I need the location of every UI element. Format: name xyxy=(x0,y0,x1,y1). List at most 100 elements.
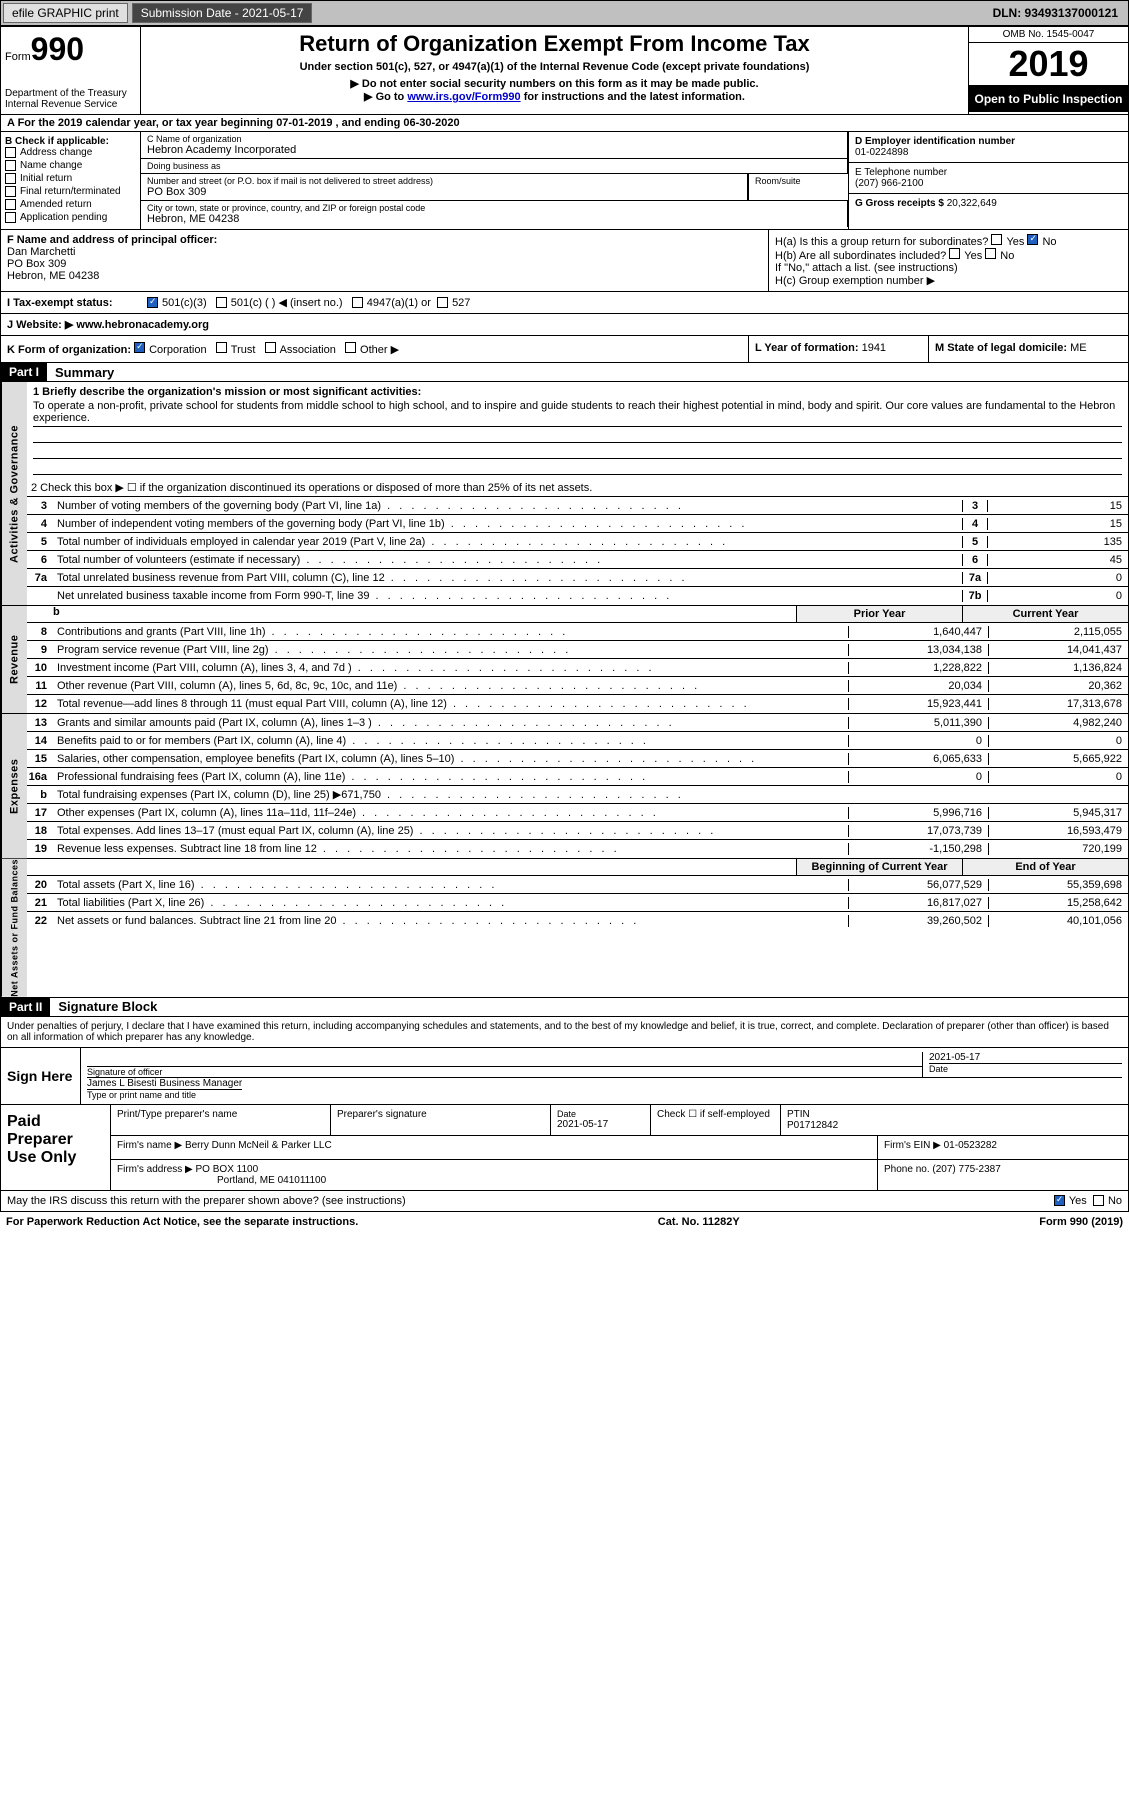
ein: 01-0224898 xyxy=(855,147,1122,158)
address-change-checkbox[interactable] xyxy=(5,147,16,158)
discuss-row: May the IRS discuss this return with the… xyxy=(0,1191,1129,1212)
table-row: 5Total number of individuals employed in… xyxy=(27,533,1128,551)
501c-checkbox[interactable] xyxy=(216,297,227,308)
prep-sig-label: Preparer's signature xyxy=(331,1105,551,1135)
corporation-checkbox[interactable] xyxy=(134,342,145,353)
officer-printed-name: James L Bisesti Business Manager xyxy=(87,1078,242,1089)
amended-return-checkbox[interactable] xyxy=(5,199,16,210)
city-label: City or town, state or province, country… xyxy=(147,203,841,213)
form-number: 990 xyxy=(31,31,84,67)
topbar: efile GRAPHIC print Submission Date - 20… xyxy=(0,0,1129,26)
table-row: 14Benefits paid to or for members (Part … xyxy=(27,732,1128,750)
sig-date: 2021-05-17 xyxy=(929,1052,1122,1063)
firm-name: Berry Dunn McNeil & Parker LLC xyxy=(185,1140,332,1151)
eoy-header: End of Year xyxy=(962,859,1128,875)
officer-printed-label: Type or print name and title xyxy=(87,1089,242,1100)
discuss-yes-checkbox[interactable] xyxy=(1054,1195,1065,1206)
form-label: Form xyxy=(5,51,31,63)
firm-name-label: Firm's name ▶ xyxy=(117,1140,182,1151)
application-pending-checkbox[interactable] xyxy=(5,212,16,223)
boy-header: Beginning of Current Year xyxy=(796,859,962,875)
sig-officer-label: Signature of officer xyxy=(87,1066,922,1077)
self-employed-check: Check ☐ if self-employed xyxy=(651,1105,781,1135)
revenue-section: Revenue b Prior Year Current Year 8Contr… xyxy=(0,606,1129,714)
org-name-label: C Name of organization xyxy=(147,134,841,144)
activities-governance-section: Activities & Governance 1 Briefly descri… xyxy=(0,382,1129,606)
submission-date: Submission Date - 2021-05-17 xyxy=(132,3,313,23)
org-name: Hebron Academy Incorporated xyxy=(147,144,841,156)
table-row: 10Investment income (Part VIII, column (… xyxy=(27,659,1128,677)
officer-label: F Name and address of principal officer: xyxy=(7,234,762,246)
firm-ein: 01-0523282 xyxy=(944,1140,997,1151)
ha-no-checkbox[interactable] xyxy=(1027,234,1038,245)
hb-note: If "No," attach a list. (see instruction… xyxy=(775,262,1122,274)
cat-number: Cat. No. 11282Y xyxy=(358,1216,1039,1228)
table-row: 4Number of independent voting members of… xyxy=(27,515,1128,533)
ssn-warning: ▶ Do not enter social security numbers o… xyxy=(145,77,964,90)
firm-ein-label: Firm's EIN ▶ xyxy=(884,1140,941,1151)
paid-preparer-label: Paid Preparer Use Only xyxy=(1,1105,111,1190)
4947-checkbox[interactable] xyxy=(352,297,363,308)
date-label: Date xyxy=(929,1063,1122,1074)
public-inspection: Open to Public Inspection xyxy=(969,86,1128,112)
officer-name: Dan Marchetti xyxy=(7,246,762,258)
officer-street: PO Box 309 xyxy=(7,258,762,270)
line-a: A For the 2019 calendar year, or tax yea… xyxy=(0,115,1129,132)
prep-name-label: Print/Type preparer's name xyxy=(111,1105,331,1135)
na-year-header: Beginning of Current Year End of Year xyxy=(27,859,1128,876)
trust-checkbox[interactable] xyxy=(216,342,227,353)
ha-label: H(a) Is this a group return for subordin… xyxy=(775,236,988,248)
527-checkbox[interactable] xyxy=(437,297,448,308)
table-row: 22Net assets or fund balances. Subtract … xyxy=(27,912,1128,930)
form-subtitle: Under section 501(c), 527, or 4947(a)(1)… xyxy=(145,61,964,73)
city: Hebron, ME 04238 xyxy=(147,213,841,225)
table-row: 8Contributions and grants (Part VIII, li… xyxy=(27,623,1128,641)
section-fh: F Name and address of principal officer:… xyxy=(0,230,1129,292)
discuss-text: May the IRS discuss this return with the… xyxy=(7,1195,1054,1207)
officer-city: Hebron, ME 04238 xyxy=(7,270,762,282)
expenses-section: Expenses 13Grants and similar amounts pa… xyxy=(0,714,1129,859)
gross-label: G Gross receipts $ xyxy=(855,198,944,209)
mission-blank3 xyxy=(33,459,1122,475)
final-return-checkbox[interactable] xyxy=(5,186,16,197)
association-checkbox[interactable] xyxy=(265,342,276,353)
firm-addr1: PO BOX 1100 xyxy=(196,1164,259,1175)
mission-blank2 xyxy=(33,443,1122,459)
gross-receipts: 20,322,649 xyxy=(947,198,997,209)
part1-title: Summary xyxy=(55,365,114,380)
tax-status-row: I Tax-exempt status: 501(c)(3) 501(c) ( … xyxy=(0,292,1129,314)
name-change-checkbox[interactable] xyxy=(5,160,16,171)
efile-print-button[interactable]: efile GRAPHIC print xyxy=(3,3,128,23)
initial-return-checkbox[interactable] xyxy=(5,173,16,184)
ha-yes-checkbox[interactable] xyxy=(991,234,1002,245)
501c3-checkbox[interactable] xyxy=(147,297,158,308)
table-row: 9Program service revenue (Part VIII, lin… xyxy=(27,641,1128,659)
b-label: B Check if applicable: xyxy=(5,136,136,147)
dba-label: Doing business as xyxy=(147,161,841,171)
i-label: I Tax-exempt status: xyxy=(7,297,147,309)
line1-label: 1 Briefly describe the organization's mi… xyxy=(33,386,1122,398)
klm-row: K Form of organization: Corporation Trus… xyxy=(0,336,1129,363)
omb-number: OMB No. 1545-0047 xyxy=(969,27,1128,43)
dln: DLN: 93493137000121 xyxy=(993,6,1126,20)
firm-addr-label: Firm's address ▶ xyxy=(117,1164,193,1175)
m-label: M State of legal domicile: xyxy=(935,342,1067,354)
phone: (207) 966-2100 xyxy=(855,178,1122,189)
part2-header-row: Part II Signature Block xyxy=(0,998,1129,1017)
table-row: 3Number of voting members of the governi… xyxy=(27,497,1128,515)
table-row: 13Grants and similar amounts paid (Part … xyxy=(27,714,1128,732)
irs-link[interactable]: www.irs.gov/Form990 xyxy=(407,91,520,103)
instructions-line: ▶ Go to www.irs.gov/Form990 for instruct… xyxy=(145,90,964,103)
k-label: K Form of organization: xyxy=(7,344,131,356)
table-row: Net unrelated business taxable income fr… xyxy=(27,587,1128,605)
footer-notice: For Paperwork Reduction Act Notice, see … xyxy=(6,1216,358,1228)
hb-no-checkbox[interactable] xyxy=(985,248,996,259)
hb-yes-checkbox[interactable] xyxy=(949,248,960,259)
discuss-no-checkbox[interactable] xyxy=(1093,1195,1104,1206)
phone-label: E Telephone number xyxy=(855,167,1122,178)
firm-addr2: Portland, ME 041011100 xyxy=(217,1175,326,1186)
department: Department of the Treasury Internal Reve… xyxy=(5,88,136,110)
other-checkbox[interactable] xyxy=(345,342,356,353)
j-label: J Website: ▶ xyxy=(7,319,73,331)
hc-label: H(c) Group exemption number ▶ xyxy=(775,274,1122,287)
